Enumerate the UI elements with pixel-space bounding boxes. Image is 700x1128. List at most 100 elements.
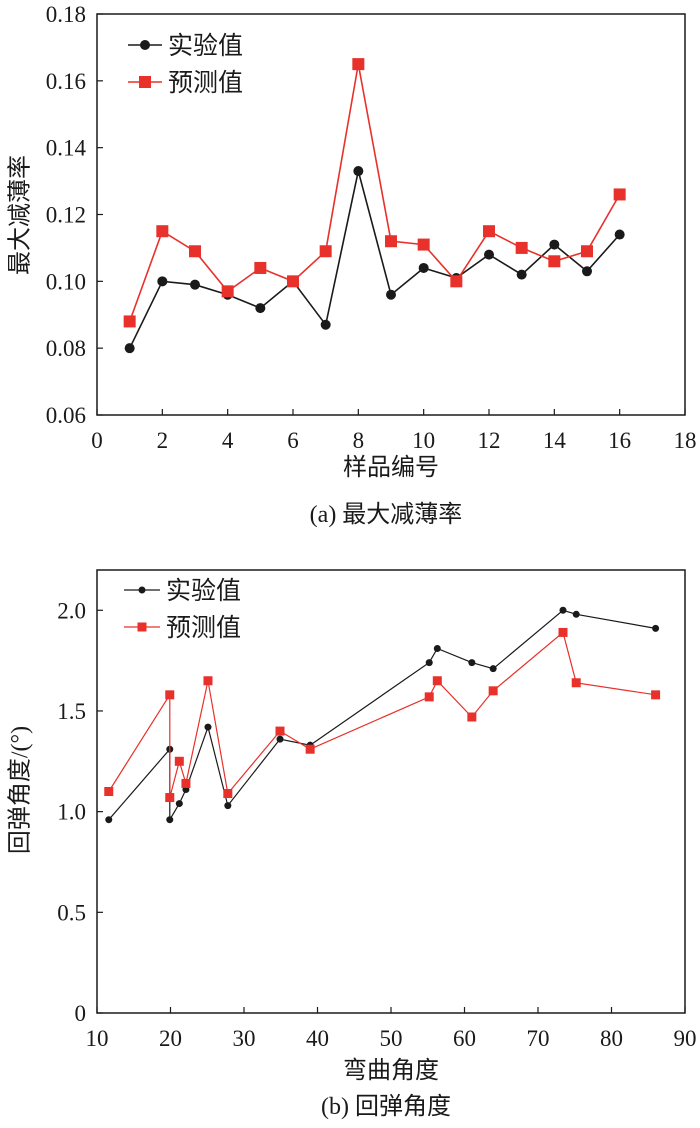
x-tick-label: 14: [543, 428, 567, 453]
chart-caption: (a) 最大减薄率: [310, 501, 463, 528]
data-point: [425, 659, 433, 667]
data-point: [489, 665, 497, 673]
data-point: [450, 275, 463, 288]
y-tick-label: 0: [75, 1001, 87, 1026]
data-point: [651, 690, 661, 700]
x-tick-label: 20: [159, 1026, 182, 1051]
series-predicted: [123, 58, 626, 328]
series-line: [108, 631, 656, 798]
data-point: [572, 610, 580, 618]
data-point: [558, 627, 568, 637]
data-point: [203, 676, 213, 686]
data-point: [581, 245, 593, 258]
data-point: [174, 756, 184, 766]
series-line: [128, 63, 621, 322]
chart-caption: (b) 回弹角度: [321, 1093, 451, 1120]
data-point: [386, 289, 396, 300]
data-point: [255, 303, 266, 314]
data-point: [433, 645, 441, 653]
data-point: [548, 255, 561, 268]
data-point: [224, 802, 232, 810]
x-tick-label: 50: [380, 1026, 403, 1051]
legend-label: 预测值: [168, 69, 243, 97]
y-axis-label: 最大减薄率: [7, 155, 34, 275]
legend-label: 实验值: [168, 32, 243, 60]
data-point: [123, 315, 136, 328]
legend-marker: [139, 76, 151, 88]
data-point: [432, 676, 442, 686]
y-tick-label: 0.16: [46, 69, 86, 94]
data-point: [287, 275, 299, 288]
series-predicted: [104, 627, 661, 803]
legend-item: 实验值: [124, 577, 241, 605]
data-point: [614, 229, 625, 240]
data-point: [181, 778, 191, 788]
data-point: [319, 245, 332, 258]
chart-a: 0 2 4 6 8 10 12 14 16 18 0.06 0.08 0.10 0.12 0.14 0.16 0…: [7, 2, 697, 528]
x-tick-label: 10: [412, 428, 435, 453]
legend-marker: [138, 586, 146, 594]
x-axis-label: 样品编号: [343, 454, 439, 481]
data-point: [652, 624, 660, 632]
legend-label: 预测值: [166, 614, 241, 642]
x-tick-label: 30: [233, 1026, 256, 1051]
data-point: [276, 735, 284, 743]
data-point: [515, 241, 528, 254]
legend-marker: [140, 40, 150, 50]
data-point: [166, 816, 174, 824]
data-point: [190, 279, 200, 290]
data-point: [483, 225, 495, 238]
data-point: [484, 249, 494, 260]
data-point: [157, 276, 168, 287]
data-point: [156, 225, 169, 238]
data-point: [417, 238, 430, 251]
legend-label: 实验值: [166, 577, 241, 605]
data-point: [571, 678, 581, 688]
y-tick-label: 0.18: [46, 2, 86, 27]
y-tick-label: 0.08: [46, 336, 86, 361]
data-point: [221, 285, 234, 298]
data-point: [488, 686, 498, 696]
y-tick-label: 0.14: [46, 136, 87, 161]
x-tick-label: 80: [600, 1026, 623, 1051]
data-point: [175, 800, 183, 808]
x-tick-label: 4: [222, 428, 234, 453]
legend-item: 预测值: [124, 614, 241, 642]
data-point: [467, 712, 477, 722]
data-point: [582, 266, 592, 277]
data-point: [223, 789, 233, 799]
legend-item: 实验值: [128, 32, 243, 60]
data-point: [549, 239, 560, 250]
x-tick-label: 0: [91, 428, 103, 453]
data-point: [104, 787, 114, 796]
y-tick-label: 1.5: [57, 699, 86, 724]
y-tick-label: 2.0: [57, 598, 86, 623]
y-tick-label: 0.12: [46, 203, 86, 228]
x-tick-label: 2: [157, 428, 169, 453]
x-axis-label: 弯曲角度: [343, 1057, 439, 1084]
chart-b: 10 20 30 40 50 60 70 80 90 0 0.5 1.0 1.5 2.0 弯曲角度 回弹角度/…: [7, 569, 697, 1120]
x-tick-label: 40: [306, 1026, 329, 1051]
data-point: [105, 816, 113, 824]
data-point: [165, 690, 175, 700]
y-axis-label: 回弹角度/(°): [7, 726, 34, 854]
series-line: [108, 609, 656, 822]
x-tick-label: 60: [453, 1026, 476, 1051]
x-tick-label: 18: [674, 428, 697, 453]
data-point: [353, 166, 364, 177]
legend-item: 预测值: [128, 69, 243, 97]
y-tick-label: 0.06: [46, 403, 86, 428]
legend-marker: [137, 622, 147, 632]
x-tick-label: 90: [674, 1026, 697, 1051]
data-point: [613, 188, 626, 201]
data-point: [189, 245, 201, 258]
data-point: [468, 659, 476, 667]
series-line: [128, 170, 621, 349]
data-point: [352, 58, 365, 71]
data-point: [320, 319, 331, 330]
y-tick-label: 1.0: [57, 800, 86, 825]
x-tick-label: 16: [608, 428, 631, 453]
x-tick-label: 6: [287, 428, 299, 453]
x-tick-label: 12: [478, 428, 501, 453]
